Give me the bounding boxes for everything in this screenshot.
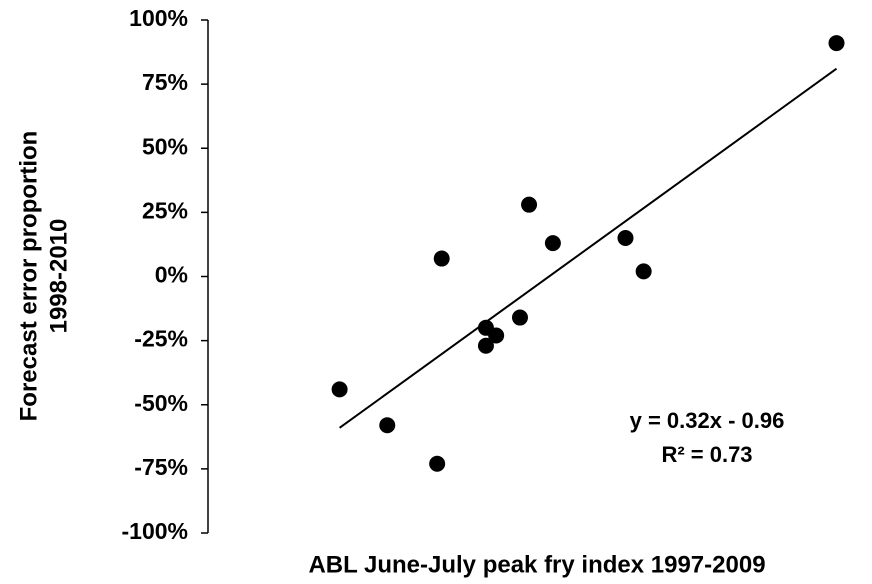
y-axis-label: 1998-2010 <box>45 219 72 334</box>
data-point <box>511 309 528 326</box>
y-tick-label: -100% <box>122 518 188 544</box>
data-point <box>828 35 845 52</box>
data-point <box>429 455 446 472</box>
y-tick-label: 50% <box>142 133 188 159</box>
data-point <box>477 337 494 354</box>
trend-equation: y = 0.32x - 0.96 <box>630 408 785 433</box>
data-point <box>433 250 450 267</box>
data-point <box>488 327 505 344</box>
data-point <box>617 230 634 247</box>
data-point <box>379 417 396 434</box>
y-tick-label: -25% <box>134 326 188 352</box>
r-squared: R² = 0.73 <box>661 442 752 467</box>
trendline <box>339 67 838 429</box>
y-tick-label: 75% <box>142 69 188 95</box>
y-tick-label: 25% <box>142 197 188 223</box>
y-tick-label: -50% <box>134 390 188 416</box>
data-point <box>635 263 652 280</box>
x-axis-label: ABL June-July peak fry index 1997-2009 <box>308 551 765 578</box>
data-point <box>544 235 561 252</box>
y-axis-label: Forecast error proportion <box>15 131 42 422</box>
data-point <box>331 381 348 398</box>
y-tick-label: 0% <box>155 262 188 288</box>
y-tick-label: 100% <box>129 5 188 31</box>
y-tick-label: -75% <box>134 454 188 480</box>
data-point <box>521 196 538 213</box>
